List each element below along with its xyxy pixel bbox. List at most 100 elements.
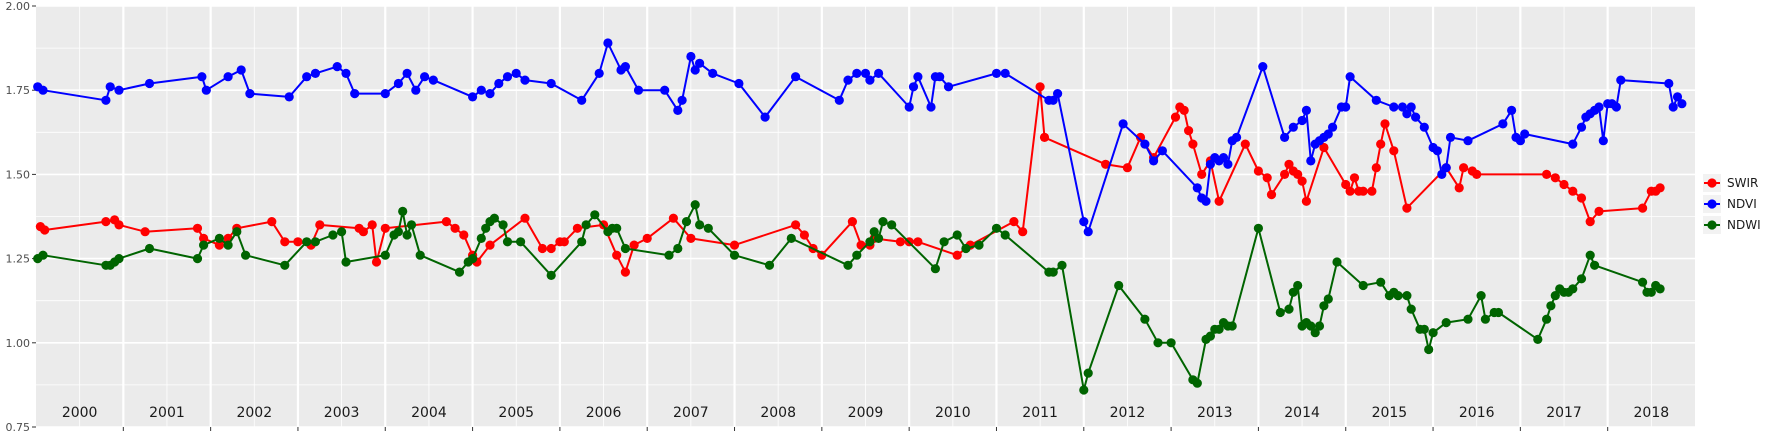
year-label: 2000	[62, 405, 98, 421]
ndvi-point	[1328, 122, 1338, 132]
ndvi-point	[1432, 146, 1442, 156]
swir-point	[1179, 105, 1189, 115]
ndwi-point	[1441, 318, 1451, 328]
ndwi-point	[1205, 331, 1215, 341]
ndwi-point	[1585, 250, 1595, 260]
ndvi-point	[1232, 132, 1242, 142]
legend-item-swir[interactable]: SWIR	[1703, 174, 1758, 192]
y-tick-label: 1.50	[6, 168, 31, 181]
ndwi-point	[199, 240, 209, 250]
swir-point	[791, 220, 801, 230]
swir-point	[441, 217, 451, 227]
ndwi-point	[1000, 230, 1010, 240]
ndvi-point	[1205, 159, 1215, 169]
year-label: 2013	[1197, 405, 1233, 421]
ndvi-point	[1201, 196, 1211, 206]
swir-point	[1262, 173, 1272, 183]
ndvi-point	[734, 78, 744, 89]
swir-point	[629, 240, 639, 250]
swir-point	[1542, 169, 1552, 179]
ndwi-point	[1463, 314, 1473, 324]
ndwi-point	[1140, 314, 1150, 324]
grid	[36, 5, 1695, 428]
ndwi-point	[1568, 284, 1578, 294]
swir-point	[1009, 217, 1019, 227]
ndwi-point	[764, 260, 775, 270]
ndvi-point	[1223, 159, 1233, 169]
swir-point	[1345, 186, 1355, 196]
swir-point	[1135, 132, 1146, 142]
series-ndvi	[33, 38, 1687, 237]
year-label: 2002	[236, 405, 272, 421]
ndvi-point	[1083, 227, 1093, 237]
ndwi-point	[1153, 338, 1163, 348]
swir-point	[1376, 139, 1386, 149]
swir-point	[40, 225, 50, 235]
ndvi-point	[1140, 139, 1150, 149]
ndvi-point	[834, 95, 844, 105]
ndvi-point	[677, 95, 687, 105]
year-label: 2015	[1372, 405, 1408, 421]
swir-point	[642, 233, 652, 243]
ndwi-point	[1048, 267, 1058, 277]
swir-point	[114, 220, 124, 230]
y-tick-label: 2.00	[6, 0, 31, 13]
ndwi-point	[1288, 287, 1298, 297]
ndwi-point	[1542, 314, 1552, 324]
ndvi-point	[223, 72, 233, 82]
ndwi-point	[1424, 344, 1434, 355]
ndvi-point	[1419, 122, 1429, 132]
ndwi-point	[1406, 304, 1416, 314]
ndwi-point	[1550, 291, 1560, 301]
legend[interactable]: SWIR NDVI NDWI	[1703, 174, 1761, 234]
ndvi-point	[690, 65, 700, 75]
ndvi-point	[1297, 115, 1307, 126]
ndvi-point	[904, 102, 914, 112]
ndwi-point	[590, 210, 600, 220]
ndvi-point	[1218, 153, 1229, 163]
ndvi-point	[1437, 169, 1447, 179]
swir-point	[729, 240, 740, 250]
ndwi-point	[337, 227, 347, 237]
ndvi-point	[1445, 132, 1456, 142]
ndwi-point	[1590, 260, 1600, 270]
ndwi-point	[1638, 277, 1648, 287]
ndvi-point	[236, 65, 246, 75]
swir-point	[1170, 112, 1181, 122]
swir-point	[267, 217, 277, 227]
ndwi-point	[415, 250, 425, 260]
ndwi-point	[310, 237, 320, 247]
ndvi-point	[1000, 68, 1010, 78]
legend-item-ndvi[interactable]: NDVI	[1703, 195, 1757, 213]
ndvi-point	[686, 51, 696, 62]
swir-point	[799, 230, 810, 240]
legend-item-ndwi[interactable]: NDWI	[1703, 216, 1761, 234]
swir-point	[1101, 159, 1111, 169]
ndvi-point	[1507, 105, 1517, 115]
ndwi-point	[1655, 284, 1665, 294]
ndwi-point	[476, 233, 486, 243]
ndwi-point	[454, 267, 465, 277]
swir-point	[1280, 169, 1290, 179]
ndwi-point	[664, 250, 674, 260]
swir-point	[1402, 203, 1412, 213]
ndwi-point	[961, 243, 971, 254]
ndvi-point	[1157, 146, 1167, 156]
ndwi-point	[1079, 385, 1089, 395]
ndvi-point	[1611, 102, 1621, 112]
ndvi-point	[1389, 102, 1399, 112]
ndwi-point	[232, 227, 242, 237]
ndwi-point	[991, 223, 1002, 233]
ndvi-point	[1568, 139, 1578, 149]
ndvi-point	[1520, 129, 1530, 139]
year-label: 2007	[673, 405, 709, 421]
swir-point	[1472, 169, 1482, 179]
ndvi-point	[935, 72, 945, 82]
ndvi-point	[1498, 119, 1508, 129]
ndvi-point	[1048, 95, 1058, 105]
ndvi-point	[708, 68, 718, 78]
ndwi-point	[1284, 304, 1294, 314]
ndvi-point	[1118, 119, 1128, 129]
ndwi-point	[930, 264, 941, 274]
ndwi-point	[703, 223, 713, 233]
